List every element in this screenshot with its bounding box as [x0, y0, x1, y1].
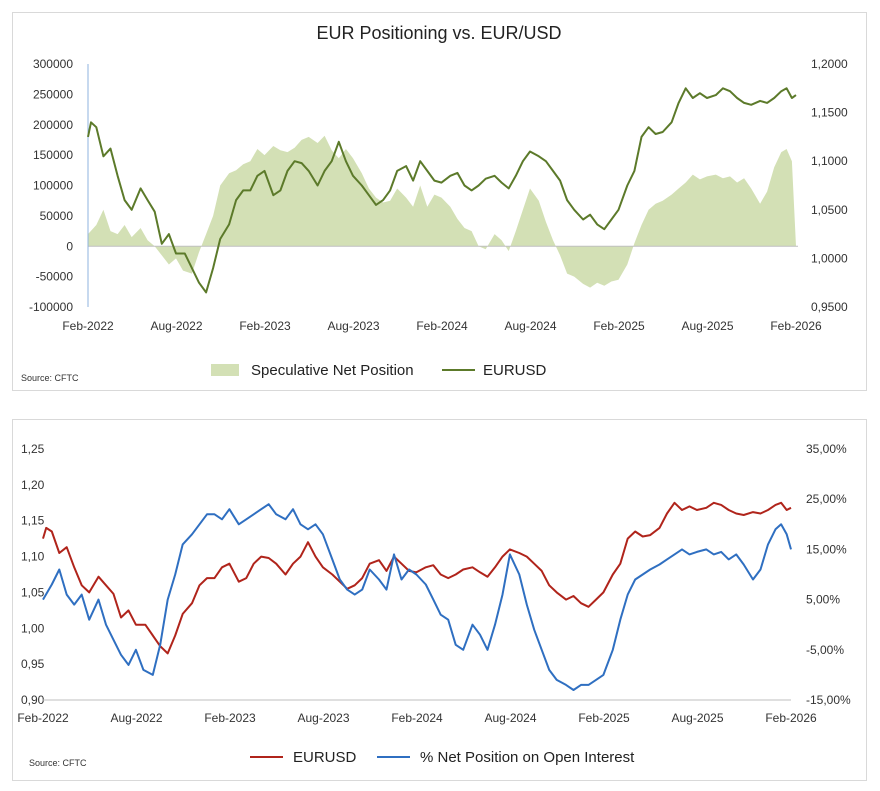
chart-top-svg: EUR Positioning vs. EUR/USD 300000 250000…	[21, 23, 848, 383]
legend-label-net-oi: % Net Position on Open Interest	[420, 749, 635, 766]
source-note: Source: CFTC	[29, 758, 87, 768]
source-note: Source: CFTC	[21, 373, 79, 383]
y-right-tick-label: -5,00%	[806, 643, 844, 657]
legend-swatch-net-position	[211, 364, 239, 376]
y-right-tick-label: 1,0000	[811, 251, 848, 265]
y-right-tick-label: -15,00%	[806, 693, 851, 707]
chart-panel-top: EUR Positioning vs. EUR/USD 300000 250000…	[12, 12, 867, 391]
y-left-tick-label: 250000	[33, 87, 73, 101]
legend-label-eurusd: EURUSD	[483, 362, 547, 379]
y-right-tick-label: 1,1000	[811, 154, 848, 168]
y-right-tick-label: 15,00%	[806, 542, 847, 556]
series-area-net-position	[88, 135, 796, 288]
x-tick-label: Feb-2026	[765, 711, 817, 725]
x-tick-label: Feb-2025	[578, 711, 630, 725]
x-tick-label: Feb-2024	[416, 319, 468, 333]
y-left-tick-label: 150000	[33, 148, 73, 162]
x-tick-label: Aug-2024	[484, 711, 536, 725]
y-left-tick-label: 0,90	[21, 693, 45, 707]
x-tick-label: Feb-2025	[593, 319, 645, 333]
y-left-tick-label: 1,15	[21, 514, 45, 528]
y-right-tick-label: 0,9500	[811, 300, 848, 314]
y-left-tick-label: 0	[66, 239, 73, 253]
y-left-tick-label: 1,25	[21, 442, 45, 456]
plot-area-bottom: 1,25 1,20 1,15 1,10 1,05 1,00 0,95 0,90 35,00% 25…	[17, 442, 851, 725]
y-right-tick-label: 35,00%	[806, 442, 847, 456]
y-left-tick-label: 50000	[40, 209, 74, 223]
y-right-tick-label: 25,00%	[806, 492, 847, 506]
x-tick-label: Feb-2026	[770, 319, 822, 333]
y-left-tick-label: -100000	[29, 300, 73, 314]
x-tick-label: Feb-2022	[17, 711, 69, 725]
x-tick-label: Feb-2023	[204, 711, 256, 725]
y-left-tick-label: 0,95	[21, 657, 45, 671]
chart-bottom-svg: 1,25 1,20 1,15 1,10 1,05 1,00 0,95 0,90 35,00% 25…	[17, 442, 851, 768]
y-left-tick-label: 200000	[33, 118, 73, 132]
x-tick-label: Aug-2022	[150, 319, 202, 333]
y-left-tick-label: 1,20	[21, 478, 45, 492]
x-tick-label: Aug-2025	[671, 711, 723, 725]
y-right-tick-label: 1,1500	[811, 106, 848, 120]
y-right-tick-label: 5,00%	[806, 593, 840, 607]
chart-title: EUR Positioning vs. EUR/USD	[316, 23, 561, 43]
plot-area-top: 300000 250000 200000 150000 100000 50000 0 -500…	[29, 57, 848, 333]
x-tick-label: Aug-2023	[297, 711, 349, 725]
x-tick-label: Aug-2024	[504, 319, 556, 333]
legend-label-eurusd: EURUSD	[293, 749, 357, 766]
x-tick-label: Aug-2022	[110, 711, 162, 725]
x-tick-label: Feb-2023	[239, 319, 291, 333]
legend-bottom: EURUSD % Net Position on Open Interest	[250, 749, 635, 766]
x-tick-label: Aug-2025	[681, 319, 733, 333]
y-left-tick-label: -50000	[36, 270, 74, 284]
x-tick-label: Feb-2022	[62, 319, 114, 333]
legend-top: Speculative Net Position EURUSD	[211, 362, 547, 379]
series-line-eurusd	[87, 87, 797, 294]
x-tick-label: Feb-2024	[391, 711, 443, 725]
x-tick-label: Aug-2023	[327, 319, 379, 333]
y-right-tick-label: 1,2000	[811, 57, 848, 71]
y-left-tick-label: 100000	[33, 179, 73, 193]
series-line-eurusd	[42, 501, 792, 655]
y-right-tick-label: 1,0500	[811, 203, 848, 217]
y-left-tick-label: 1,00	[21, 621, 45, 635]
y-left-tick-label: 1,10	[21, 550, 45, 564]
series-line-net-oi	[42, 503, 792, 691]
y-left-tick-label: 300000	[33, 57, 73, 71]
y-left-tick-label: 1,05	[21, 585, 45, 599]
legend-label-net-position: Speculative Net Position	[251, 362, 414, 379]
chart-panel-bottom: 1,25 1,20 1,15 1,10 1,05 1,00 0,95 0,90 35,00% 25…	[12, 419, 867, 781]
